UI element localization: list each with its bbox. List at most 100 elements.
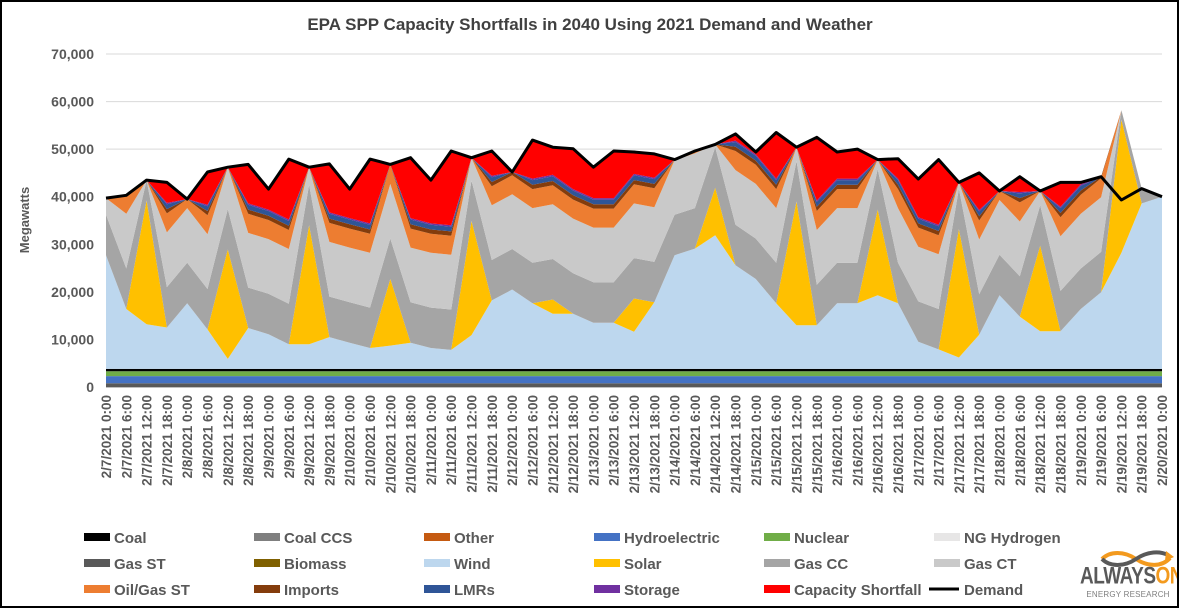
legend-item-ng-hydrogen: NG Hydrogen <box>934 530 1061 547</box>
x-tick-label: 2/12/2021 12:00 <box>546 395 561 493</box>
x-tick-label: 2/9/2021 6:00 <box>282 395 297 478</box>
legend-item-solar: Solar <box>594 556 662 573</box>
x-tick-label: 2/10/2021 0:00 <box>343 395 358 486</box>
legend-item-gas-ct: Gas CT <box>934 556 1017 573</box>
area-hydroelectric <box>106 376 1162 384</box>
legend-item-capacity-shortfall: Capacity Shortfall <box>764 582 922 599</box>
legend-item-coal-ccs: Coal CCS <box>254 530 352 547</box>
legend-swatch <box>764 533 790 541</box>
x-tick-label: 2/9/2021 0:00 <box>262 395 277 478</box>
legend-swatch <box>934 559 960 567</box>
legend-item-gas-st: Gas ST <box>84 556 166 573</box>
legend-label: Coal <box>114 530 147 547</box>
area-gas-ct <box>106 110 1162 310</box>
logo-swoosh-icon <box>1100 550 1174 567</box>
x-tick-label: 2/8/2021 0:00 <box>180 395 195 478</box>
y-tick-label: 70,000 <box>51 46 94 62</box>
legend-label: Other <box>454 530 494 547</box>
x-tick-label: 2/14/2021 6:00 <box>688 395 703 486</box>
legend-swatch <box>934 533 960 541</box>
area-solar <box>106 119 1162 359</box>
legend-label: Gas CT <box>964 556 1017 573</box>
x-tick-label: 2/16/2021 6:00 <box>850 395 865 486</box>
y-tick-label: 60,000 <box>51 94 94 110</box>
x-tick-label: 2/8/2021 12:00 <box>221 395 236 486</box>
legend-swatch <box>84 559 110 567</box>
x-tick-label: 2/18/2021 18:00 <box>1054 395 1069 493</box>
legend-label: LMRs <box>454 582 495 599</box>
area-wind <box>106 196 1162 369</box>
legend-swatch <box>764 559 790 567</box>
y-tick-label: 20,000 <box>51 284 94 300</box>
legend-swatch <box>254 533 280 541</box>
legend-swatch <box>424 585 450 593</box>
x-tick-label: 2/14/2021 12:00 <box>708 395 723 493</box>
legend-swatch <box>84 533 110 541</box>
legend-label: Demand <box>964 582 1023 599</box>
legend-item-storage: Storage <box>594 582 680 599</box>
legend-item-nuclear: Nuclear <box>764 530 849 547</box>
legend-label: Imports <box>284 582 339 599</box>
y-tick-label: 50,000 <box>51 141 94 157</box>
area-gas-cc <box>106 110 1162 350</box>
x-tick-label: 2/14/2021 18:00 <box>729 395 744 493</box>
y-tick-label: 30,000 <box>51 236 94 252</box>
x-tick-label: 2/11/2021 6:00 <box>444 395 459 485</box>
x-tick-label: 2/17/2021 0:00 <box>911 395 926 486</box>
legend-label: Gas ST <box>114 556 166 573</box>
x-tick-label: 2/15/2021 12:00 <box>790 395 805 493</box>
legend-label: NG Hydrogen <box>964 530 1061 547</box>
chart-title: EPA SPP Capacity Shortfalls in 2040 Usin… <box>307 15 873 34</box>
x-tick-label: 2/13/2021 0:00 <box>586 395 601 486</box>
logo-brand-accent: ON <box>1155 563 1178 590</box>
x-tick-label: 2/17/2021 6:00 <box>932 395 947 486</box>
legend-swatch <box>424 559 450 567</box>
legend-label: Coal CCS <box>284 530 352 547</box>
x-tick-label: 2/18/2021 6:00 <box>1013 395 1028 486</box>
y-tick-label: 0 <box>86 379 94 395</box>
legend-swatch <box>254 585 280 593</box>
legend-label: Storage <box>624 582 680 599</box>
area-nuclear <box>106 371 1162 377</box>
y-axis-label: Megawatts <box>17 187 32 253</box>
legend-swatch <box>594 533 620 541</box>
area-coal <box>106 368 1162 372</box>
x-tick-label: 2/13/2021 12:00 <box>627 395 642 493</box>
x-tick-label: 2/7/2021 0:00 <box>99 395 114 478</box>
x-tick-label: 2/11/2021 12:00 <box>465 395 480 493</box>
x-tick-label: 2/7/2021 12:00 <box>140 395 155 486</box>
y-tick-label: 10,000 <box>51 331 94 347</box>
x-tick-label: 2/12/2021 18:00 <box>566 395 581 493</box>
area-gas-st <box>106 383 1162 387</box>
x-tick-label: 2/17/2021 12:00 <box>952 395 967 493</box>
legend-swatch <box>254 559 280 567</box>
x-tick-label: 2/12/2021 6:00 <box>526 395 541 486</box>
x-tick-label: 2/15/2021 6:00 <box>769 395 784 486</box>
x-tick-label: 2/8/2021 18:00 <box>241 395 256 486</box>
legend-item-other: Other <box>424 530 494 547</box>
x-tick-label: 2/11/2021 18:00 <box>485 395 500 493</box>
legend-swatch <box>594 585 620 593</box>
x-tick-label: 2/12/2021 0:00 <box>505 395 520 486</box>
legend-swatch <box>84 585 110 593</box>
legend-item-coal: Coal <box>84 530 147 547</box>
x-tick-label: 2/15/2021 0:00 <box>749 395 764 486</box>
x-tick-label: 2/16/2021 12:00 <box>871 395 886 493</box>
area-capacity-shortfall <box>106 110 1162 226</box>
legend-swatch <box>424 533 450 541</box>
alwayson-logo: ALWAYSON ENERGY RESEARCH <box>1080 565 1177 606</box>
legend-swatch <box>764 585 790 593</box>
x-tick-label: 2/19/2021 18:00 <box>1135 395 1150 493</box>
x-tick-label: 2/10/2021 18:00 <box>404 395 419 493</box>
x-tick-label: 2/7/2021 18:00 <box>160 395 175 486</box>
x-tick-label: 2/16/2021 18:00 <box>891 395 906 493</box>
legend-label: Nuclear <box>794 530 849 547</box>
x-tick-label: 2/7/2021 6:00 <box>119 395 134 478</box>
x-tick-label: 2/19/2021 12:00 <box>1114 395 1129 493</box>
legend-label: Wind <box>454 556 491 573</box>
logo-brand-main: ALWAYS <box>1080 563 1156 590</box>
legend-item-biomass: Biomass <box>254 556 347 573</box>
x-tick-label: 2/13/2021 6:00 <box>607 395 622 486</box>
